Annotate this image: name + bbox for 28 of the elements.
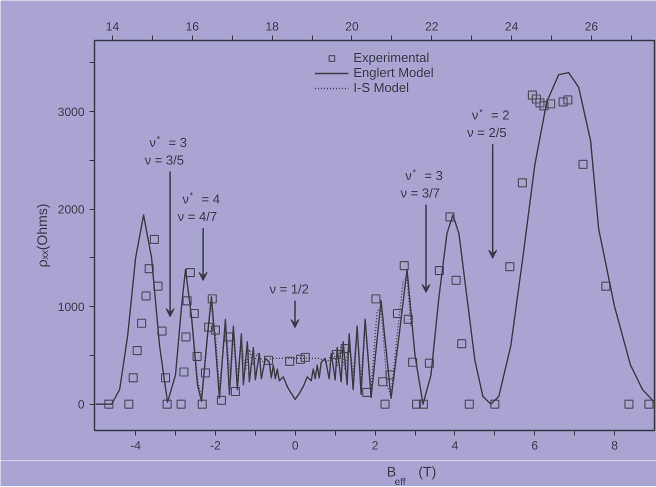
y-tick-label: 0 [78, 398, 85, 412]
x-tick-label: 0 [292, 438, 299, 452]
text: Beff (T) [386, 464, 436, 487]
x2-tick-label: 22 [425, 20, 439, 34]
annotation: ν = 1/2 [270, 282, 309, 297]
annotation: ν* = 2 ν = 2/5 [467, 106, 510, 140]
y-axis-title: ρₓₓ(Ohms) [34, 204, 50, 268]
annotation: ν* = 4 ν = 4/7 [178, 190, 220, 224]
x2-tick-label: 18 [265, 20, 280, 34]
x-tick-label: 8 [611, 438, 618, 452]
y-tick-label: 3000 [58, 105, 85, 120]
x2-tick-label: 26 [584, 20, 598, 34]
legend-label: I-S Model [353, 80, 410, 95]
x-tick-label: -4 [130, 438, 142, 452]
x-tick-label: 2 [372, 438, 379, 452]
x-tick-label: -2 [210, 438, 222, 452]
x2-tick-label: 16 [186, 20, 200, 34]
x2-tick-label: 20 [345, 20, 359, 34]
legend-label: Experimental [353, 50, 430, 65]
x-tick-label: 6 [531, 438, 538, 452]
annotation: ν* = 3 ν = 3/7 [400, 167, 443, 201]
annotation: ν* = 3 ν = 3/5 [144, 134, 187, 168]
x2-tick-label: 24 [504, 20, 519, 34]
legend-label: Englert Model [353, 65, 434, 80]
x-tick-label: 4 [452, 438, 459, 452]
y-tick-label: 1000 [58, 300, 85, 314]
y-tick-label: 2000 [58, 202, 85, 217]
x2-tick-label: 14 [106, 20, 120, 34]
